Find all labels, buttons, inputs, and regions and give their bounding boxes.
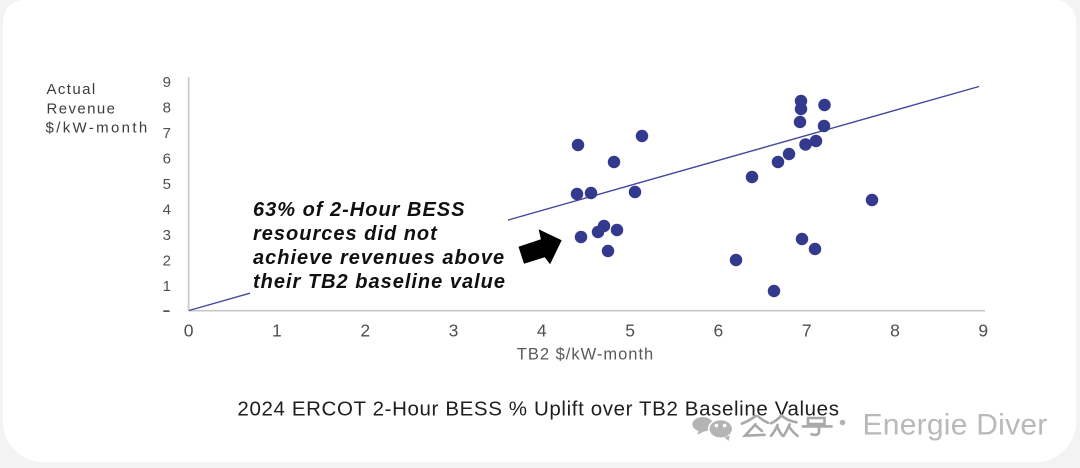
svg-text:6: 6 [163,151,171,168]
svg-text:resources did not: resources did not [253,223,438,245]
svg-text:1: 1 [163,278,171,295]
svg-text:achieve revenues above: achieve revenues above [253,247,505,269]
svg-text:TB2 $/kW-month: TB2 $/kW-month [517,346,654,364]
svg-text:9: 9 [978,321,988,341]
svg-text:4: 4 [163,202,171,219]
svg-text:5: 5 [163,176,171,193]
svg-text:0: 0 [184,321,194,341]
svg-text:$/kW-month: $/kW-month [46,120,150,137]
svg-text:2: 2 [360,321,370,341]
svg-text:63% of 2-Hour BESS: 63% of 2-Hour BESS [253,199,465,221]
svg-text:2: 2 [163,253,171,270]
svg-text:4: 4 [537,321,547,341]
svg-text:6: 6 [714,321,724,341]
svg-text:1: 1 [272,321,282,341]
svg-text:5: 5 [625,321,635,341]
svg-text:8: 8 [890,321,900,341]
svg-text:2024 ERCOT 2-Hour BESS % Uplif: 2024 ERCOT 2-Hour BESS % Uplift over TB2… [237,398,839,421]
svg-text:9: 9 [163,74,171,91]
svg-text:Energie Diver: Energie Diver [863,409,1048,442]
svg-text:their TB2 baseline value: their TB2 baseline value [253,271,506,293]
svg-text:7: 7 [802,321,812,341]
svg-text:Actual: Actual [47,81,97,98]
svg-text:3: 3 [449,321,459,341]
svg-text:Revenue: Revenue [47,100,117,117]
svg-text:7: 7 [163,125,171,142]
svg-text:8: 8 [163,100,171,117]
svg-text:3: 3 [163,227,171,244]
